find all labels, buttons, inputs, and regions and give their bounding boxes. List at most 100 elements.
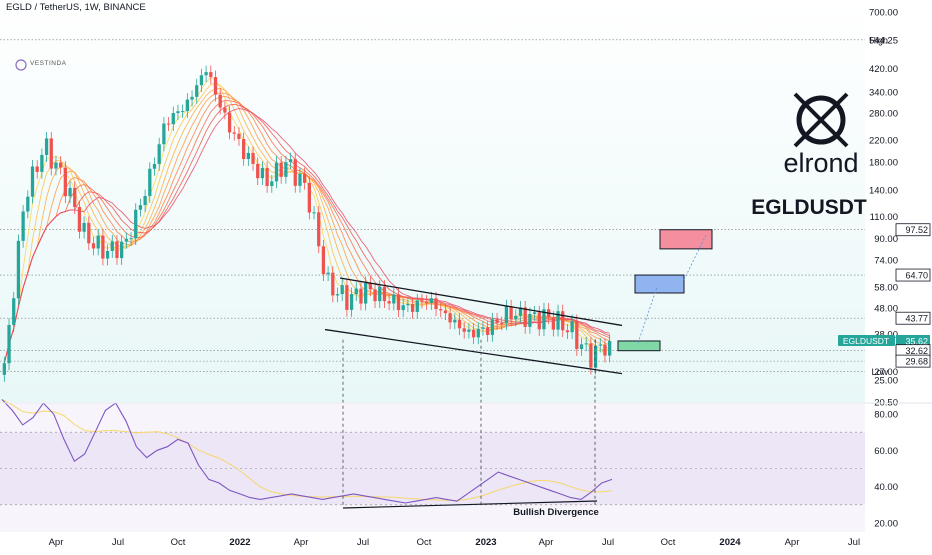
candle-body [514, 315, 518, 320]
candle-body [213, 77, 218, 95]
candle-body [471, 329, 476, 338]
candle-body [382, 286, 387, 302]
candle-body [481, 327, 485, 329]
candle-body [364, 282, 368, 304]
candle-body [96, 235, 100, 249]
price-badge-bg [895, 268, 931, 282]
candle-body [504, 306, 509, 324]
candle-body [227, 112, 232, 133]
time-tick-label: Jul [112, 537, 124, 548]
symbol-title: EGLD / TetherUS, 1W, BINANCE [6, 2, 146, 13]
candle-body [105, 251, 110, 259]
price-tick-label: 25.00 [874, 376, 898, 387]
logo-wordmark: elrond [783, 148, 858, 178]
candle-body [101, 235, 105, 259]
candle-body [26, 196, 30, 212]
candle-body [575, 320, 579, 350]
price-tick-label: 544.25 [869, 35, 898, 46]
candle-body [387, 301, 391, 304]
candle-body [115, 241, 119, 259]
candle-body [30, 166, 35, 197]
candle-body [40, 154, 44, 172]
price-tag-bg [896, 334, 930, 347]
candle-body [49, 138, 53, 169]
candle-body [429, 298, 433, 304]
candle-body [509, 306, 513, 320]
price-badge-bg [895, 311, 931, 325]
candle-body [406, 303, 410, 306]
time-tick-label: 2023 [475, 537, 496, 548]
candle-body [570, 320, 574, 333]
price-badge-label: 43.77 [905, 314, 928, 324]
price-tick-label: 110.00 [870, 212, 898, 223]
candle-body [396, 294, 401, 311]
candle-body [256, 163, 260, 179]
time-tick-label: Apr [294, 537, 309, 548]
candle-body [171, 113, 175, 125]
candle-body [7, 324, 11, 364]
candle-body [528, 313, 532, 327]
elrond-logo-icon [796, 95, 846, 145]
candle-body [518, 307, 523, 316]
candle-body [415, 300, 419, 312]
time-tick-label: Jul [602, 537, 614, 548]
candle-body [500, 323, 504, 325]
candle-body [476, 328, 480, 338]
candle-body [603, 344, 607, 356]
price-tick-label: 140.00 [869, 185, 898, 196]
ema-ribbon-line [3, 103, 610, 364]
price-tick-label: 220.00 [869, 135, 898, 146]
candle-body [443, 310, 448, 314]
candle-body [204, 72, 208, 76]
price-level-label: Low [871, 367, 888, 377]
projection-box [634, 274, 685, 294]
candle-body [185, 99, 189, 112]
candle-body [110, 241, 114, 252]
candle-body [608, 340, 612, 356]
symbol-tag-label: EGLDUSDT [843, 336, 889, 346]
price-tick-label: 38.00 [874, 329, 898, 340]
time-tick-label: Jul [848, 537, 860, 548]
price-tick-label: 58.00 [874, 283, 898, 294]
price-tick-label: 340.00 [869, 87, 898, 98]
candle-body [303, 173, 307, 183]
candle-body [340, 285, 344, 295]
candle-body [317, 212, 321, 247]
candle-body [556, 311, 560, 330]
candle-body [232, 132, 236, 134]
rsi-tick-label: 20.00 [874, 519, 898, 530]
ema-ribbon-line [3, 95, 610, 364]
candle-body [448, 313, 452, 323]
candle-body [279, 162, 283, 177]
divergence-annotation: Bullish Divergence [513, 507, 599, 518]
candle-body [425, 301, 429, 304]
candle-body [410, 303, 415, 312]
price-badge-label: 29.68 [905, 357, 928, 367]
price-tick-label: 420.00 [869, 64, 898, 75]
candle-body [237, 133, 241, 140]
divergence-line [342, 500, 598, 509]
rsi-tick-label: 60.00 [874, 446, 898, 457]
candle-body [439, 309, 443, 311]
candle-body [457, 319, 462, 329]
candle-body [293, 159, 297, 186]
rsi-tick-label: 40.00 [874, 482, 898, 493]
candle-body [298, 173, 302, 186]
candle-body [359, 288, 363, 304]
candle-body [349, 294, 354, 310]
price-tick-label: 700.00 [869, 8, 898, 19]
candle-body [251, 152, 255, 164]
candle-body [223, 107, 227, 113]
ema-ribbon-line [3, 108, 610, 364]
time-tick-label: Oct [417, 537, 432, 548]
price-badge-bg [895, 223, 931, 237]
price-level-label: High [869, 35, 888, 45]
candle-body [195, 85, 199, 97]
candle-body [260, 167, 265, 179]
projection-arrow [683, 234, 707, 280]
candle-body [124, 238, 128, 242]
channel-upper-line [339, 277, 623, 327]
projection-arrow [637, 286, 658, 344]
candle-body [199, 75, 204, 86]
candle-body [598, 344, 602, 346]
